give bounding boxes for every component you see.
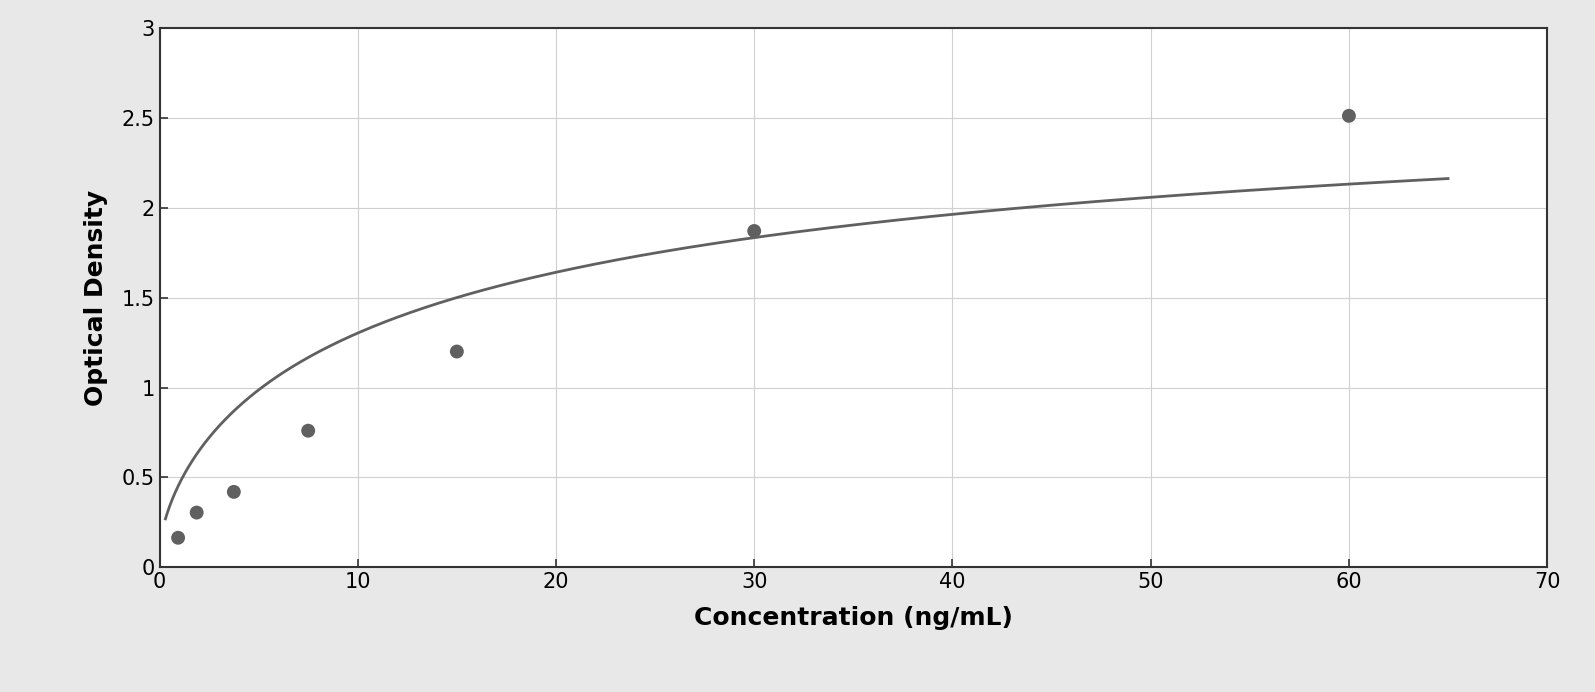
Point [222,486,247,498]
Point [742,226,767,237]
Y-axis label: Optical Density: Optical Density [83,190,107,406]
Point [183,507,209,518]
X-axis label: Concentration (ng/mL): Concentration (ng/mL) [694,606,1013,630]
Point [166,532,191,543]
Point [295,425,321,436]
Point [443,346,469,357]
Point [1337,110,1362,121]
